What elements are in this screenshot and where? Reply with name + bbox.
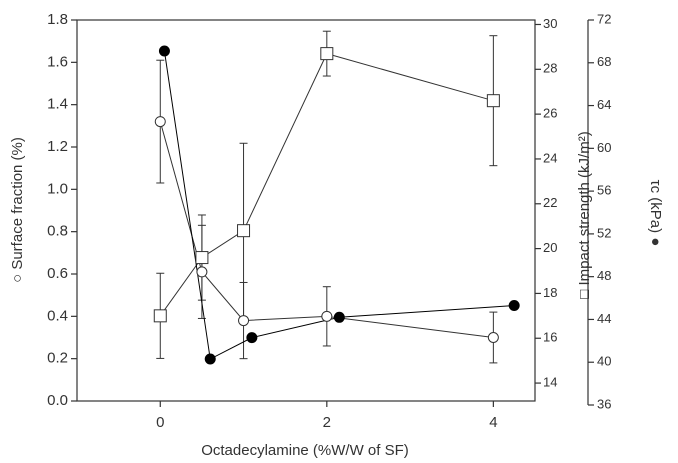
y2-tick-label: 22 [543,195,557,210]
marker [486,94,500,108]
marker [154,116,166,128]
y-axis-label: ○ Surface fraction (%) [9,137,26,283]
marker [238,315,250,327]
marker [204,353,216,365]
marker [237,224,251,238]
marker [158,45,170,57]
y3-tick-label: 60 [597,140,611,155]
y3-tick-label: 52 [597,225,611,240]
y2-tick-label: 16 [543,330,557,345]
y2-tick-label: 26 [543,106,557,121]
y3-tick-label: 68 [597,54,611,69]
marker [333,311,345,323]
marker [508,300,520,312]
x-axis-label: Octadecylamine (%W/W of SF) [201,442,409,459]
x-tick-label: 0 [156,414,164,431]
y2-tick-label: 28 [543,61,557,76]
y-tick-label: 0.2 [47,350,68,367]
y3-tick-label: 40 [597,354,611,369]
marker [153,309,167,323]
y2-axis-label: □ Impact strength (kJ/m²) [576,131,593,298]
marker [321,310,333,322]
y-tick-label: 1.0 [47,180,68,197]
y-tick-label: 1.8 [47,11,68,28]
series-line [159,53,494,317]
y-tick-label: 1.4 [47,96,68,113]
y2-tick-label: 20 [543,240,557,255]
y3-tick-label: 64 [597,97,611,112]
y2-tick-label: 14 [543,375,557,390]
y2-tick-label: 30 [543,16,557,31]
marker [320,47,334,61]
x-tick-label: 4 [489,414,497,431]
plot-frame [76,19,536,402]
marker [487,332,499,343]
marker [196,266,208,278]
y-tick-label: 0.4 [47,307,68,324]
marker [195,251,209,265]
y-tick-label: 0.0 [47,392,68,409]
y-tick-label: 0.6 [47,265,68,282]
y3-tick-label: 56 [597,183,611,198]
y3-tick-label: 36 [597,396,611,411]
y-tick-label: 1.6 [47,53,68,70]
marker [246,332,258,344]
y2-tick-label: 24 [543,150,557,165]
y-tick-label: 0.8 [47,223,68,240]
y2-tick-label: 18 [543,285,557,300]
y3-tick-label: 44 [597,311,611,326]
y3-tick-label: 48 [597,268,611,283]
x-tick-label: 2 [323,414,331,431]
y3-tick-label: 72 [597,11,611,26]
y3-axis-label: τc (kPa) ● [647,180,664,247]
y-tick-label: 1.2 [47,138,68,155]
